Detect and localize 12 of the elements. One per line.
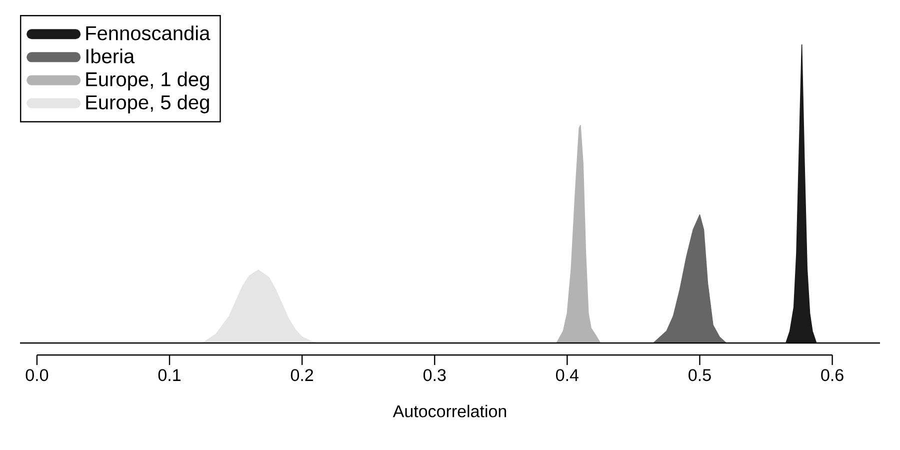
legend-label: Europe, 1 deg xyxy=(86,72,209,90)
x-axis-title: Autocorrelation xyxy=(392,404,506,418)
x-tick-label: 0.1 xyxy=(158,369,181,382)
x-tick-label: 0.5 xyxy=(688,369,711,382)
x-tick-label: 0.3 xyxy=(423,369,446,382)
x-tick-label: 0.2 xyxy=(290,369,314,382)
legend-label: Iberia xyxy=(86,48,135,64)
x-tick-label: 0.4 xyxy=(556,369,579,382)
legend-label: Europe, 5 deg xyxy=(86,94,209,114)
x-tick-label: 0.0 xyxy=(26,369,48,382)
legend-label: Fennoscandia xyxy=(86,26,210,40)
x-tick-label: 0.6 xyxy=(821,369,844,382)
